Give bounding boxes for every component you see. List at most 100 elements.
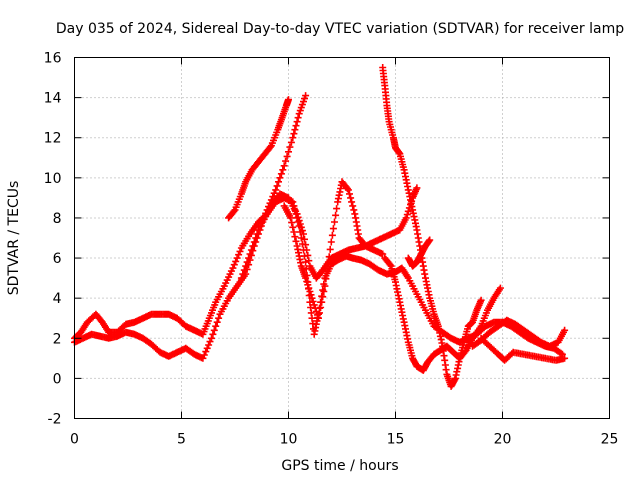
data-point [266,199,274,207]
data-point [209,330,217,338]
data-point [283,152,291,160]
data-point [291,126,299,134]
data-point [289,134,297,142]
data-point [256,223,264,231]
data-point [289,223,297,231]
data-point [477,296,485,304]
data-point [286,143,294,151]
data-point [236,247,244,255]
data-point [561,326,569,334]
data-point [379,250,387,258]
data-point [332,211,340,219]
data-point [349,202,357,210]
data-point [296,220,304,228]
data-point [233,254,241,262]
data-point [402,214,410,222]
data-point [347,194,355,202]
data-point [326,245,334,253]
data-point [285,96,292,104]
y-tick-label: 10 [44,171,62,187]
chart-title: Day 035 of 2024, Sidereal Day-to-day VTE… [56,21,624,37]
data-point [303,278,311,285]
data-point [210,326,218,334]
data-point [285,148,292,156]
data-point [399,315,407,323]
data-point [308,294,316,302]
data-point [343,185,351,192]
data-point [298,227,306,235]
data-point [291,233,299,241]
data-point [250,238,258,246]
data-point [328,231,336,239]
data-point [316,309,323,317]
y-tick-label: 2 [53,331,62,347]
data-point [292,237,300,245]
data-point [276,174,284,182]
data-point [230,207,238,215]
data-point [246,250,254,258]
data-point [287,214,295,222]
data-series [404,236,434,270]
data-point [307,291,315,299]
data-point [294,213,302,221]
data-point [344,186,352,194]
data-point [324,260,332,268]
data-point [305,257,313,265]
y-tick-label: 4 [53,291,62,307]
y-tick-label: -2 [48,412,62,428]
data-point [303,246,311,254]
x-axis-title: GPS time / hours [281,458,398,474]
data-point [317,304,325,311]
data-point [346,190,353,198]
data-point [293,210,301,218]
data-point [245,254,253,262]
data-point [310,301,318,309]
data-point [202,348,210,356]
x-tick-label: 20 [494,432,512,448]
data-series [280,178,387,322]
data-series [225,96,292,222]
data-point [309,298,317,305]
data-point [320,288,328,295]
data-point [318,298,326,306]
data-point [277,170,285,178]
data-point [240,266,248,274]
data-point [348,198,356,206]
data-point [403,211,411,219]
data-point [290,130,298,138]
data-point [413,184,421,192]
data-point [297,234,305,242]
data-point [302,274,310,282]
data-point [304,251,312,259]
data-point [300,230,307,238]
y-tick-label: 0 [53,371,62,387]
data-point [292,122,300,130]
data-point [267,196,275,204]
data-point [232,257,240,265]
data-point [319,286,327,294]
data-point [294,114,302,122]
data-point [215,314,223,322]
data-point [275,178,282,186]
data-point [230,261,238,269]
data-series [381,254,504,374]
data-point [265,203,272,211]
data-point [327,238,335,246]
data-point [212,322,220,330]
data-series [237,92,310,282]
data-point [561,354,569,362]
data-point [293,118,301,126]
data-point [301,235,308,243]
data-point [282,157,290,165]
data-point [287,138,295,146]
data-point [257,219,265,227]
data-point [263,206,271,214]
data-point [290,228,298,236]
data-point [247,246,255,254]
data-point [351,210,359,218]
data-point [280,162,288,170]
x-tick-label: 5 [177,432,186,448]
data-point [404,207,412,215]
data-point [255,226,262,234]
